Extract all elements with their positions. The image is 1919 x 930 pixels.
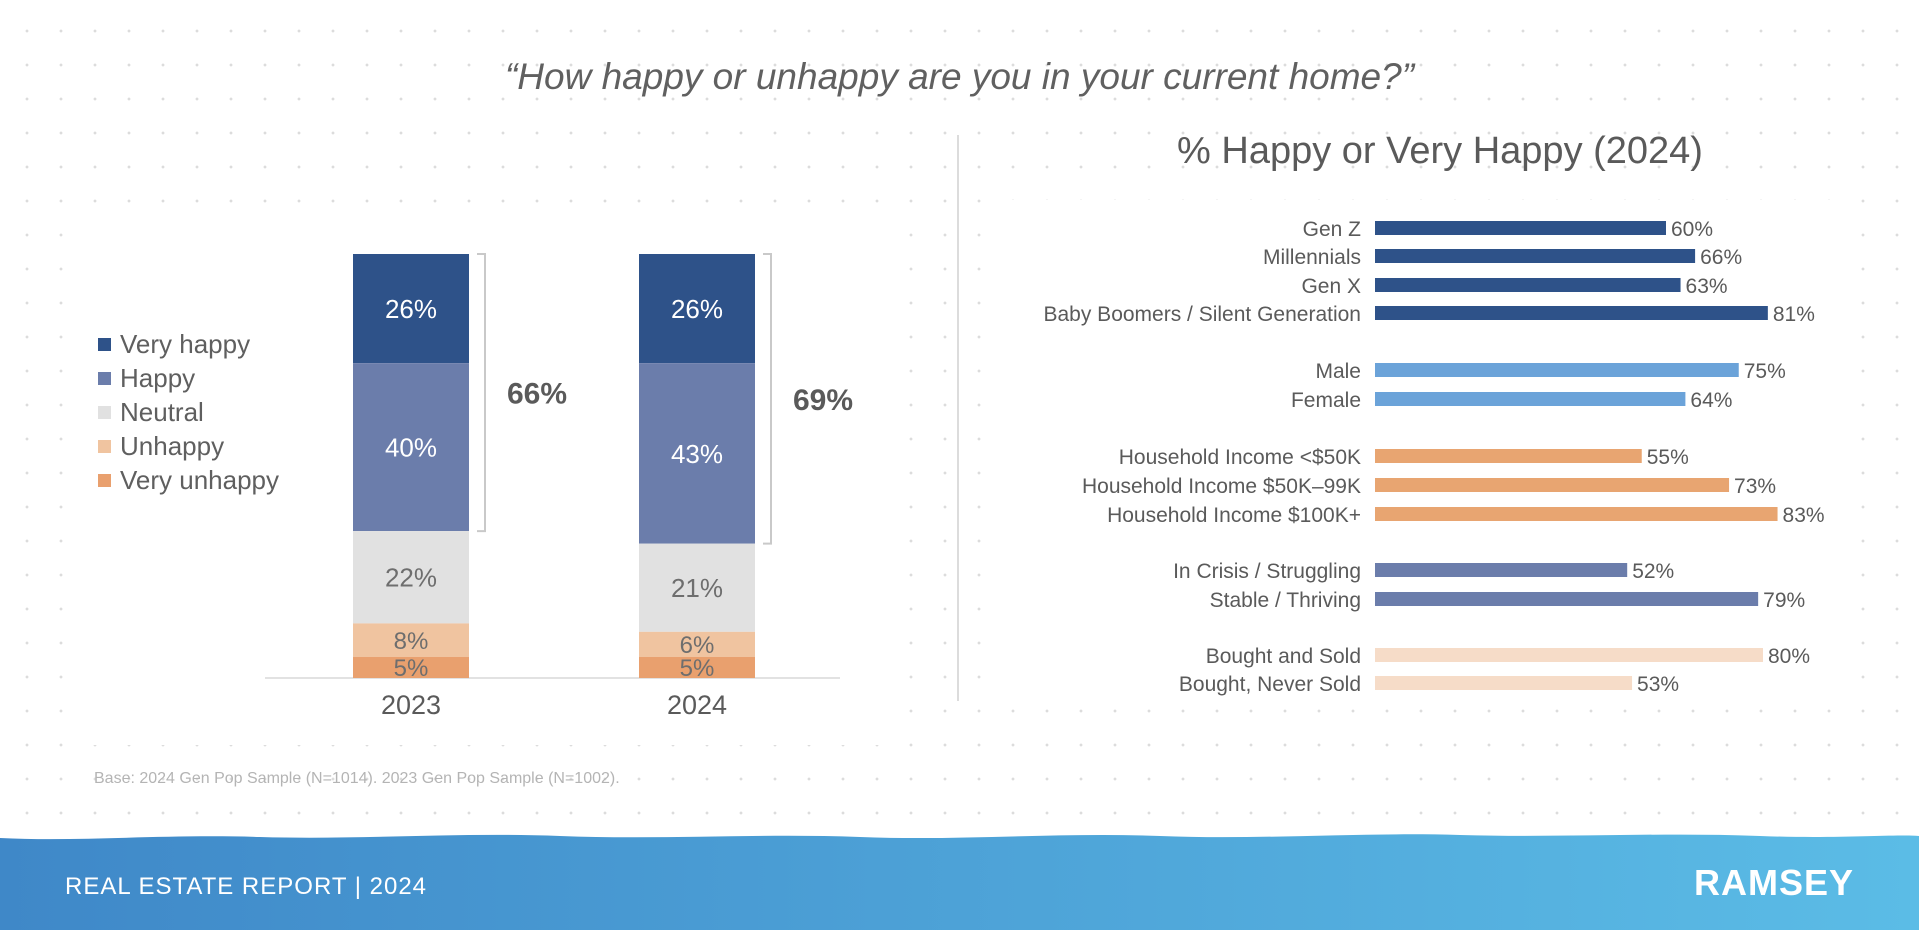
legend-swatch-very-happy (98, 337, 111, 351)
category-label: Female (1291, 389, 1361, 412)
legend-label: Very happy (120, 328, 251, 359)
data-label: 22% (385, 563, 437, 593)
data-label: 43% (671, 439, 723, 469)
x-tick-label: 2023 (381, 690, 441, 720)
survey-question: “How happy or unhappy are you in your cu… (504, 56, 1415, 97)
bar-segment-2023-happy (353, 363, 469, 532)
bar (1375, 648, 1763, 662)
value-label: 81% (1773, 303, 1815, 326)
bar (1375, 249, 1696, 263)
value-label: 83% (1783, 504, 1825, 527)
category-label: Millennials (1263, 246, 1361, 269)
ramsey-logo: RAMSEY (1693, 862, 1854, 903)
panel-divider (957, 135, 959, 701)
category-label: Stable / Thriving (1210, 589, 1361, 612)
data-label: 5% (680, 655, 715, 682)
data-label: 26% (385, 294, 437, 324)
bar (1375, 478, 1730, 492)
legend-item-unhappy: Unhappy (98, 429, 279, 463)
legend-label: Neutral (120, 396, 204, 427)
footer-report-label: REAL ESTATE REPORT | 2024 (65, 873, 428, 900)
bar (1375, 507, 1778, 521)
value-label: 80% (1768, 645, 1810, 668)
bar (1375, 592, 1759, 606)
bar-segment-2024-unhappy (639, 631, 755, 658)
legend-swatch-happy (98, 371, 111, 385)
right-chart-title: % Happy or Very Happy (2024) (1177, 130, 1703, 172)
bar (1375, 392, 1686, 406)
footer-banner (0, 834, 1919, 930)
footer-wave (0, 834, 1919, 930)
bar (1375, 563, 1628, 577)
value-label: 63% (1686, 275, 1728, 298)
legend-item-very-happy: Very happy (98, 327, 279, 361)
bar (1375, 221, 1666, 235)
bar-segment-2024-very-happy (639, 254, 755, 364)
legend-swatch-very-unhappy (98, 473, 111, 487)
data-label: 40% (385, 432, 437, 462)
category-label: Baby Boomers / Silent Generation (1043, 303, 1361, 326)
data-label: 6% (680, 632, 715, 659)
category-label: Household Income <$50K (1119, 446, 1361, 469)
bar-segment-2023-neutral (353, 531, 469, 624)
legend-swatch-unhappy (98, 439, 111, 453)
value-label: 52% (1632, 560, 1674, 583)
bar-segment-2024-neutral (639, 543, 755, 632)
bracket (763, 253, 772, 545)
bar-segment-2024-very-unhappy (639, 657, 755, 678)
legend-label: Happy (120, 362, 196, 393)
x-tick-label: 2024 (667, 690, 727, 720)
value-label: 60% (1671, 218, 1713, 241)
data-label: 21% (671, 573, 723, 603)
base-note: Base: 2024 Gen Pop Sample (N=1014). 2023… (94, 770, 620, 787)
category-label: In Crisis / Struggling (1173, 560, 1361, 583)
bar (1375, 306, 1768, 320)
legend-label: Unhappy (120, 430, 225, 461)
category-label: Household Income $100K+ (1107, 504, 1361, 527)
bar-segment-2023-very-happy (353, 254, 469, 364)
bar-segment-2024-happy (639, 363, 755, 544)
value-label: 64% (1690, 389, 1732, 412)
data-label: 26% (671, 294, 723, 324)
legend-label: Very unhappy (120, 464, 280, 495)
bar (1375, 278, 1681, 292)
bar-segment-2023-very-unhappy (353, 657, 469, 678)
bar (1375, 676, 1633, 690)
bracket (477, 253, 486, 533)
left-panel-background (90, 225, 890, 745)
category-label: Bought and Sold (1206, 645, 1361, 668)
category-label: Gen Z (1303, 218, 1362, 241)
legend-item-neutral: Neutral (98, 395, 279, 429)
category-label: Bought, Never Sold (1179, 673, 1361, 696)
bar-segment-2023-unhappy (353, 623, 469, 658)
data-label: 8% (394, 628, 429, 655)
data-label: 5% (394, 655, 429, 682)
legend-item-very-unhappy: Very unhappy (98, 463, 279, 497)
value-label: 55% (1647, 446, 1689, 469)
legend: Very happy Happy Neutral Unhappy Very un… (98, 327, 279, 497)
value-label: 75% (1744, 360, 1786, 383)
bar (1375, 363, 1739, 377)
category-label: Household Income $50K–99K (1082, 475, 1361, 498)
category-label: Male (1315, 360, 1361, 383)
legend-item-happy: Happy (98, 361, 279, 395)
legend-swatch-neutral (98, 405, 111, 419)
value-label: 79% (1763, 589, 1805, 612)
value-label: 53% (1637, 673, 1679, 696)
bar (1375, 449, 1642, 463)
category-label: Gen X (1301, 275, 1361, 298)
horizontal-bar-chart: Gen Z 60% Millennials 66% Gen X 63% Baby Boome… (1043, 218, 1825, 696)
bracket-total-label: 66% (507, 378, 567, 411)
value-label: 73% (1734, 475, 1776, 498)
value-label: 66% (1700, 246, 1742, 269)
bracket-total-label: 69% (793, 384, 853, 417)
